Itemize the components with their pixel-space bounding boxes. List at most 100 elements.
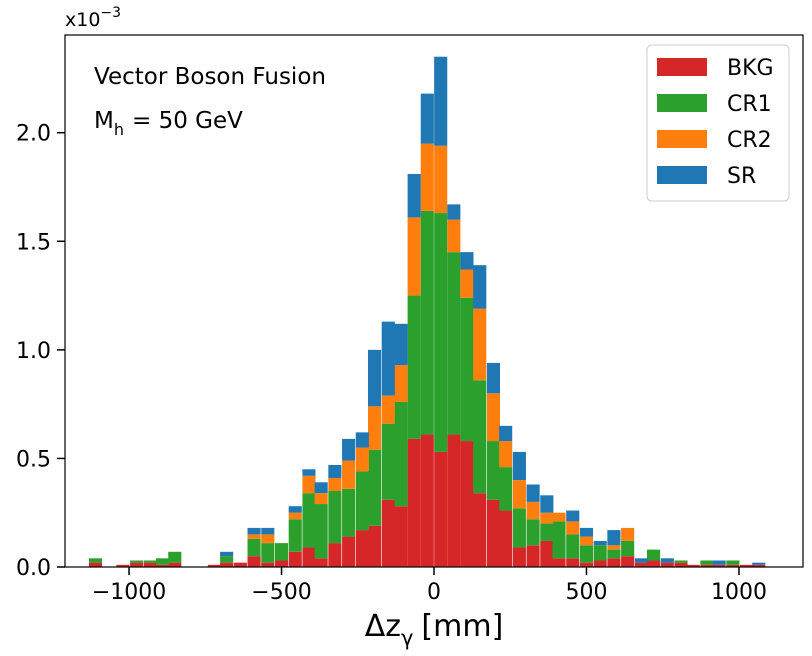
bar-bkg-46 [740, 564, 754, 567]
bar-bkg-11 [274, 560, 289, 567]
y-tick-label: 1.0 [16, 339, 51, 364]
bar-bkg-17 [355, 530, 369, 567]
bar-sr-29 [512, 451, 526, 481]
bar-cr1-4 [156, 558, 170, 565]
bar-sr-22 [420, 93, 434, 144]
bar-sr-20 [394, 323, 408, 366]
bar-cr2-12 [288, 512, 302, 520]
bar-cr1-21 [407, 295, 421, 439]
bar-bkg-7 [220, 562, 234, 567]
bar-cr2-9 [247, 534, 261, 539]
bar-cr1-7 [220, 556, 234, 563]
bar-sr-17 [355, 432, 369, 448]
bar-sr-24 [447, 204, 461, 220]
bar-bkg-8 [233, 562, 247, 567]
bar-cr1-36 [607, 549, 621, 559]
bar-bkg-30 [526, 545, 540, 567]
legend-label-cr1: CR1 [727, 92, 772, 117]
bar-sr-13 [302, 469, 316, 476]
bar-bkg-6 [207, 564, 221, 567]
bar-sr-10 [261, 527, 275, 535]
bar-cr2-24 [447, 219, 461, 253]
bar-bkg-4 [156, 564, 170, 567]
bar-bkg-10 [261, 562, 275, 567]
bar-cr1-10 [261, 543, 275, 563]
bar-sr-30 [526, 484, 540, 502]
bar-bkg-36 [607, 558, 621, 567]
bar-cr1-19 [381, 423, 395, 500]
bar-sr-27 [486, 362, 501, 394]
bar-bkg-42 [686, 564, 700, 567]
x-tick-label: −500 [251, 580, 311, 605]
bar-bkg-38 [634, 562, 648, 567]
bar-cr2-14 [314, 493, 328, 505]
bar-bkg-34 [579, 562, 594, 567]
bar-bkg-20 [394, 506, 408, 567]
bar-bkg-16 [342, 536, 356, 567]
bar-bkg-29 [512, 547, 526, 567]
bar-bkg-18 [367, 525, 382, 567]
legend-swatch-bkg [657, 58, 707, 76]
bar-cr2-22 [420, 143, 434, 211]
bar-cr1-26 [473, 380, 487, 494]
bar-bkg-21 [407, 438, 421, 567]
annotation-title: Vector Boson Fusion [94, 64, 326, 90]
y-scale-offset: x10−3 [65, 5, 121, 31]
bar-cr1-31 [540, 523, 554, 541]
bar-bkg-26 [473, 493, 487, 567]
bar-bkg-43 [700, 564, 714, 567]
bar-cr1-39 [647, 549, 661, 561]
bar-sr-33 [566, 510, 580, 522]
bar-bkg-27 [486, 499, 501, 567]
bar-cr1-20 [394, 401, 408, 507]
bar-bkg-9 [247, 556, 261, 567]
y-tick-label: 2.0 [16, 122, 51, 147]
bar-cr2-21 [407, 217, 421, 296]
bar-sr-35 [593, 540, 607, 546]
bar-cr1-45 [726, 560, 740, 565]
bar-bkg-0 [88, 562, 103, 567]
bar-cr2-17 [355, 447, 369, 472]
bar-cr1-24 [447, 252, 461, 435]
bar-cr1-28 [499, 467, 513, 511]
bar-sr-34 [579, 527, 594, 537]
bar-bkg-2 [130, 562, 144, 567]
bar-cr1-37 [621, 540, 635, 557]
bar-bkg-3 [143, 562, 157, 567]
bar-cr1-33 [566, 534, 580, 559]
bar-cr2-26 [473, 308, 487, 381]
bar-cr1-12 [288, 519, 302, 552]
bar-cr1-2 [130, 560, 144, 563]
bar-cr1-30 [526, 519, 540, 546]
bar-cr2-30 [526, 501, 540, 520]
bar-cr2-28 [499, 441, 513, 468]
x-tick-label: −1000 [92, 580, 166, 605]
bar-sr-36 [607, 530, 621, 546]
bar-cr1-17 [355, 471, 369, 531]
bar-bkg-1 [116, 564, 130, 567]
bar-sr-23 [434, 56, 448, 146]
bar-sr-21 [407, 173, 421, 218]
legend-label-sr: SR [727, 164, 756, 189]
bar-bkg-41 [674, 562, 688, 567]
bar-cr1-14 [314, 504, 328, 559]
bar-cr2-33 [566, 521, 580, 535]
legend-swatch-sr [657, 166, 707, 184]
legend-frame [646, 44, 790, 202]
bar-bkg-15 [328, 543, 342, 567]
histogram-bars [88, 56, 766, 567]
bar-bkg-33 [566, 558, 580, 567]
bar-cr1-23 [434, 213, 448, 452]
bar-bkg-31 [540, 540, 554, 567]
annotation-mass: Mh = 50 GeV [94, 108, 243, 139]
y-tick-label: 0.0 [16, 556, 51, 581]
bar-cr2-27 [486, 393, 501, 442]
bar-sr-18 [367, 349, 382, 407]
bar-sr-38 [634, 558, 648, 563]
x-tick-label: 1000 [711, 580, 767, 605]
x-axis-title: Δzγ [mm] [365, 609, 504, 650]
bar-sr-26 [473, 265, 487, 309]
bar-cr2-16 [342, 460, 356, 489]
bar-bkg-25 [460, 441, 474, 567]
bar-bkg-12 [288, 551, 302, 567]
